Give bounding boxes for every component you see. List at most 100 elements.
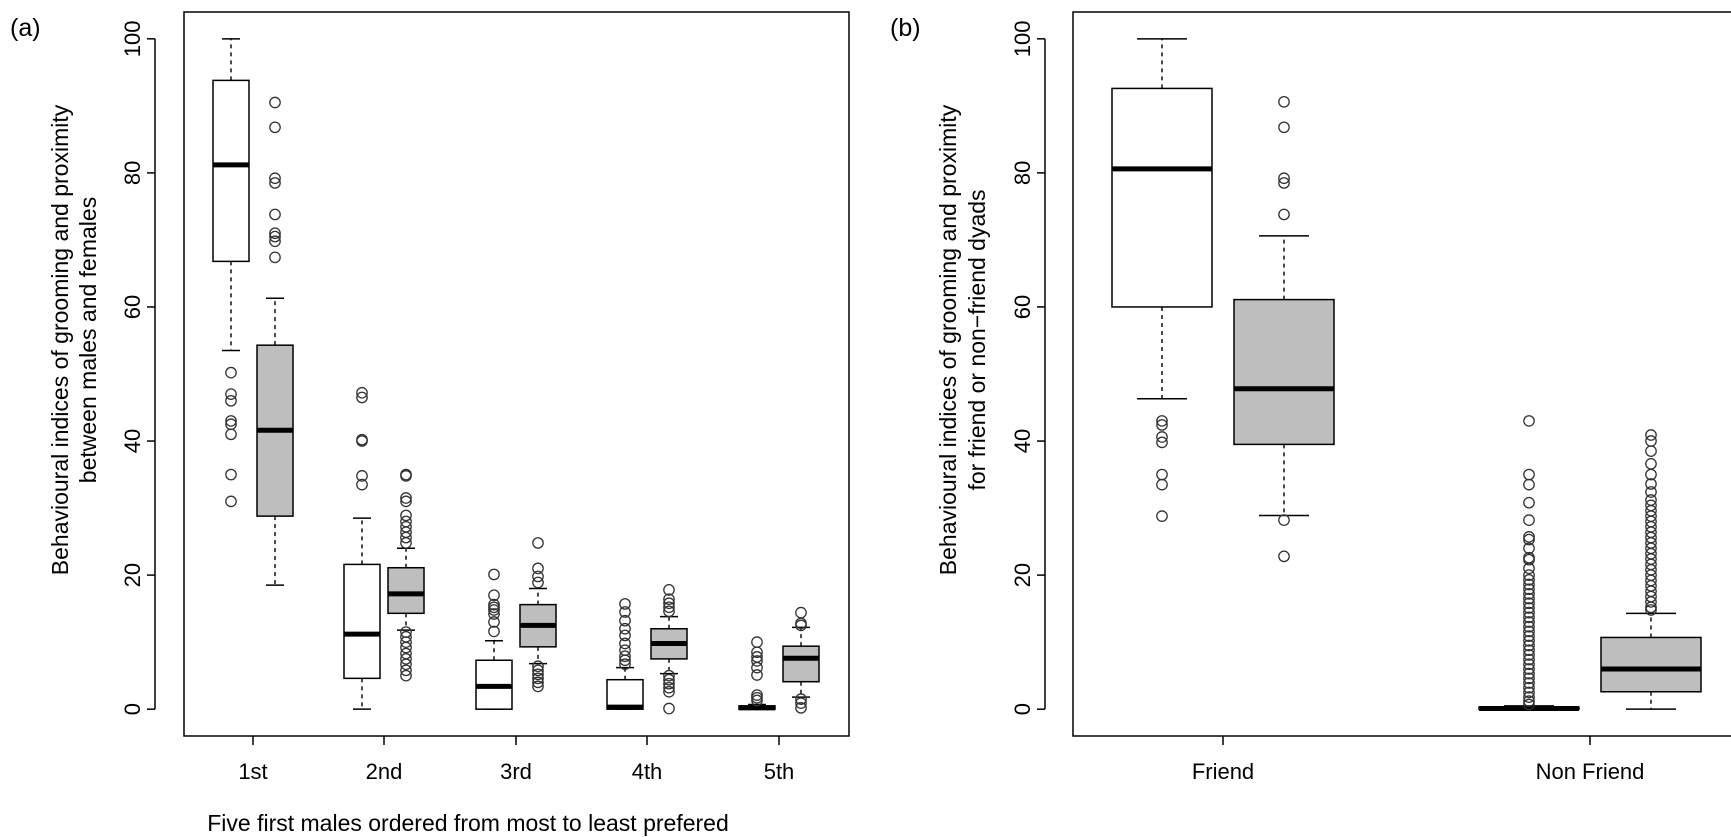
outlier-point [269,235,281,248]
outlier-point [1523,681,1535,694]
outlier-point [1523,592,1535,605]
panel-b-ylabel-line1: Behavioural indices of grooming and prox… [935,104,961,575]
outlier-point [619,622,631,635]
panel-b-plot-frame [1072,11,1731,737]
panel-a-y-tick-label: 20 [120,563,145,587]
outlier-point [400,653,412,665]
outlier-point [1523,514,1535,526]
outlier-point [356,435,368,447]
outlier-point [751,646,763,659]
outlier-point [1523,667,1535,680]
outlier-point [1523,686,1535,699]
outlier-point [1156,478,1168,491]
outlier-point [1156,510,1168,522]
outlier-point [269,227,281,240]
outlier-point [619,658,631,671]
outlier-point [269,230,281,243]
panel-a-3rd-group2-box [519,537,557,693]
panel-b-friend-group1-box [1111,38,1213,522]
outlier-point [751,694,763,707]
panel-a-ylabel-line2: between males and females [75,197,101,483]
panel-b: (b) Behavioural indices of grooming and … [890,11,1731,784]
outlier-point [488,598,500,611]
outlier-point [1523,653,1535,666]
outlier-point [225,394,237,407]
outlier-point [1523,616,1535,628]
outlier-point [1523,691,1535,703]
panel-a-marks: 0 20 40 60 80 100 1st 2nd 3rd 4th 5th [120,20,820,784]
outlier-point [1645,601,1657,614]
outlier-point [751,691,763,704]
outlier-point [1523,415,1535,427]
outlier-point [1523,639,1535,652]
outlier-point [400,641,412,654]
outlier-point [488,608,500,620]
outlier-point [1523,672,1535,685]
outlier-point [1523,630,1535,642]
panel-a-y-tick-label: 80 [120,161,145,185]
outlier-point [269,96,281,109]
panel-a-x-tick-label: 1st [238,759,267,784]
panel-a-3rd-group1-box [475,568,513,710]
outlier-point [1278,550,1290,563]
outlier-point [488,625,500,638]
outlier-point [532,576,544,589]
outlier-point [1278,177,1290,189]
outlier-point [1156,431,1168,443]
outlier-point [1523,634,1535,647]
outlier-point [1156,436,1168,449]
outlier-point [488,616,500,628]
panel-b-ylabel-line2: for friend or non−friend dyads [964,189,990,490]
panel-a-x-tick-label: 4th [632,759,663,784]
outlier-point [1523,478,1535,491]
outlier-point [663,593,675,606]
panel-a-ylabel-line1: Behavioural indices of grooming and prox… [47,104,73,575]
box-body [1111,87,1213,308]
outlier-point [1523,597,1535,610]
outlier-point [795,697,807,710]
panel-b-x-tick-label: Non Friend [1536,759,1645,784]
outlier-point [1523,573,1535,586]
outlier-point [356,478,368,491]
outlier-point [1523,698,1535,711]
panel-b-friend-group2-box [1233,95,1335,563]
outlier-point [1523,677,1535,689]
outlier-point [1645,429,1657,441]
outlier-point [356,470,368,482]
outlier-point [663,685,675,698]
outlier-point [1156,419,1168,431]
outlier-point [619,654,631,667]
outlier-point [751,689,763,701]
outlier-point [1645,468,1657,481]
outlier-point [1523,606,1535,619]
outlier-point [225,428,237,441]
outlier-point [1523,468,1535,481]
panel-a-y-tick-label: 100 [120,20,145,57]
outlier-point [1523,542,1535,555]
outlier-point [619,629,631,642]
panel-a-x-tick-label: 3rd [500,759,532,784]
outlier-point [619,614,631,627]
outlier-point [1523,649,1535,661]
panel-b-marks: 0 20 40 60 80 100 Friend Non Friend [1010,20,1702,784]
panel-a-2nd-group1-box [343,386,381,710]
outlier-point [663,605,675,618]
panel-a-5th-group1-box [738,636,776,711]
outlier-point [269,208,281,221]
panel-a-x-tick-label: 2nd [366,759,403,784]
outlier-point [795,693,807,705]
outlier-point [1278,208,1290,221]
outlier-point [1278,172,1290,185]
outlier-point [1523,578,1535,591]
outlier-point [1645,604,1657,616]
outlier-point [663,584,675,596]
panel-a-y-tick-label: 60 [120,295,145,319]
outlier-point [225,415,237,427]
outlier-point [1523,562,1535,575]
outlier-point [1523,658,1535,671]
outlier-point [1278,95,1290,108]
outlier-point [532,680,544,693]
box-body [387,566,425,615]
outlier-point [1645,435,1657,447]
